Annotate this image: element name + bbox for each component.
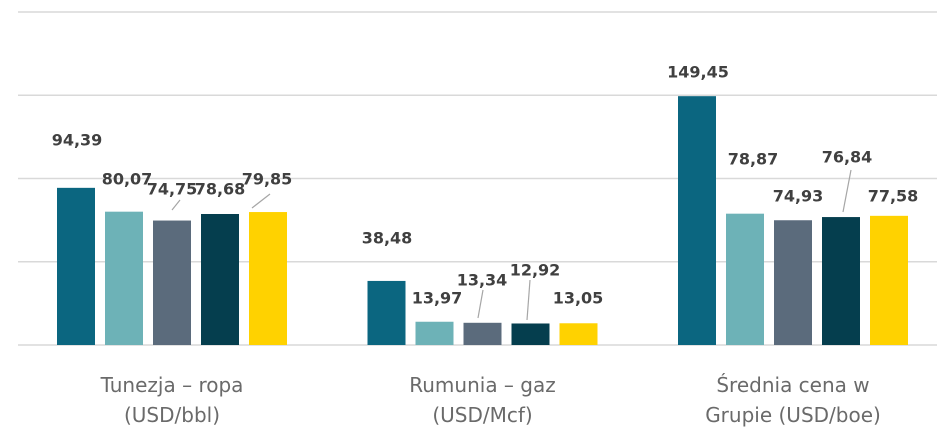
- bar: [678, 96, 716, 346]
- data-label: 74,93: [773, 187, 824, 206]
- bar: [726, 213, 764, 345]
- data-label: 74,75: [147, 180, 198, 199]
- data-label: 77,58: [868, 187, 919, 206]
- bar: [57, 187, 95, 345]
- bar: [870, 215, 908, 345]
- x-tick-label: Tunezja – ropa (USD/bbl): [100, 373, 244, 427]
- bar: [511, 323, 550, 345]
- x-tick-label: Rumunia – gaz (USD/Mcf): [409, 373, 556, 427]
- data-label: 78,68: [195, 180, 246, 199]
- bar: [774, 220, 812, 345]
- data-label: 149,45: [667, 63, 729, 82]
- bar: [249, 212, 287, 345]
- data-label: 38,48: [362, 229, 413, 248]
- bar: [559, 323, 598, 345]
- data-label: 94,39: [52, 131, 103, 150]
- leader-line: [171, 199, 181, 211]
- bar: [367, 280, 406, 345]
- bar: [415, 321, 454, 345]
- leader-line: [477, 289, 484, 319]
- x-tick-label: Średnia cena w Grupie (USD/boe): [705, 373, 881, 427]
- bar: [153, 220, 191, 345]
- bar: [822, 217, 860, 345]
- data-label: 13,97: [412, 289, 463, 308]
- data-label: 13,05: [553, 289, 604, 308]
- data-label: 79,85: [242, 170, 293, 189]
- data-label: 12,92: [510, 261, 561, 280]
- bar: [463, 322, 502, 345]
- bar: [201, 213, 239, 345]
- data-label: 78,87: [728, 150, 779, 169]
- bar: [105, 211, 143, 345]
- data-label: 76,84: [822, 148, 873, 167]
- leader-line: [526, 279, 531, 321]
- leader-line: [251, 193, 271, 209]
- data-label: 13,34: [457, 271, 508, 290]
- leader-line: [842, 169, 852, 213]
- data-label: 80,07: [102, 170, 153, 189]
